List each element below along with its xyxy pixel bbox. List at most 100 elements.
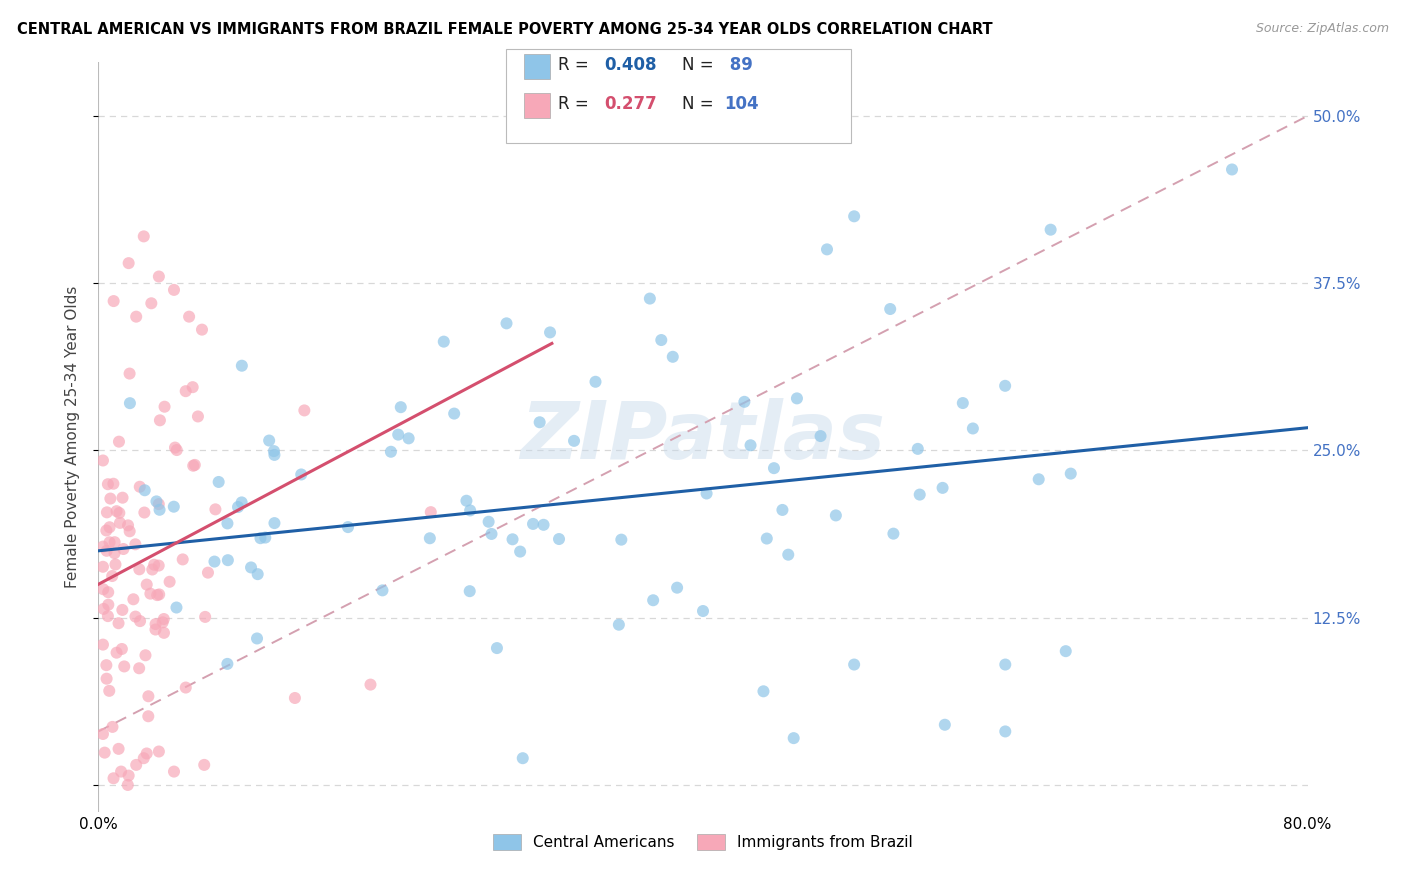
Point [181,458,204,473]
Point [118,769,141,783]
Point [124,609,146,624]
Point [879,301,901,316]
Point [585,375,607,389]
Point [194,610,217,624]
Point [148,269,170,284]
Point [246,632,269,646]
Point [163,283,186,297]
Point [548,532,571,546]
Point [815,243,838,257]
Text: R =: R = [558,95,595,112]
Point [122,592,145,607]
Point [128,480,150,494]
Point [125,310,148,324]
Point [148,744,170,758]
Point [692,604,714,618]
Point [111,642,134,657]
Point [125,758,148,772]
Point [217,516,239,531]
Point [129,614,152,628]
Point [179,310,201,324]
Point [134,483,156,498]
Point [132,751,155,765]
Point [204,555,226,569]
Point [107,616,129,631]
Point [101,720,124,734]
Point [101,569,124,583]
Point [166,443,188,458]
Point [226,500,249,514]
Point [112,541,135,556]
Point [134,648,156,663]
Point [522,516,544,531]
Point [163,500,186,514]
Point [783,731,806,746]
Point [284,690,307,705]
Point [97,609,120,624]
Point [481,527,503,541]
Point [153,612,176,626]
Point [907,442,929,456]
Point [246,567,269,582]
Point [148,497,170,511]
Point [456,493,478,508]
Point [152,615,174,630]
Point [96,505,118,519]
Point [118,367,141,381]
Point [108,506,131,520]
Point [610,533,633,547]
Point [502,533,524,547]
Point [419,531,441,545]
Point [148,503,170,517]
Point [172,552,194,566]
Point [97,598,120,612]
Point [263,448,285,462]
Point [419,505,441,519]
Point [98,520,121,534]
Point [908,487,931,501]
Point [111,491,134,505]
Text: 104: 104 [724,95,759,112]
Point [1028,472,1050,486]
Point [643,593,665,607]
Point [145,623,167,637]
Point [96,658,118,673]
Point [290,467,312,482]
Point [882,526,904,541]
Point [217,657,239,671]
Point [371,583,394,598]
Point [93,746,115,760]
Legend: Central Americans, Immigrants from Brazil: Central Americans, Immigrants from Brazi… [486,829,920,856]
Point [91,727,114,741]
Point [337,520,360,534]
Point [110,764,132,779]
Point [824,508,846,523]
Point [755,532,778,546]
Point [934,717,956,731]
Point [105,646,128,660]
Point [103,476,125,491]
Point [98,535,121,549]
Point [360,678,382,692]
Point [97,477,120,491]
Point [118,396,141,410]
Point [138,690,160,704]
Point [770,503,793,517]
Point [104,558,127,572]
Point [135,747,157,761]
Point [778,548,800,562]
Point [562,434,585,448]
Point [159,574,181,589]
Point [96,543,118,558]
Point [495,317,517,331]
Text: N =: N = [682,56,718,74]
Point [231,359,253,373]
Point [398,431,420,445]
Point [1039,223,1062,237]
Point [108,434,131,449]
Point [263,516,285,530]
Point [103,294,125,309]
Point [458,584,481,599]
Point [733,394,755,409]
Point [254,531,277,545]
